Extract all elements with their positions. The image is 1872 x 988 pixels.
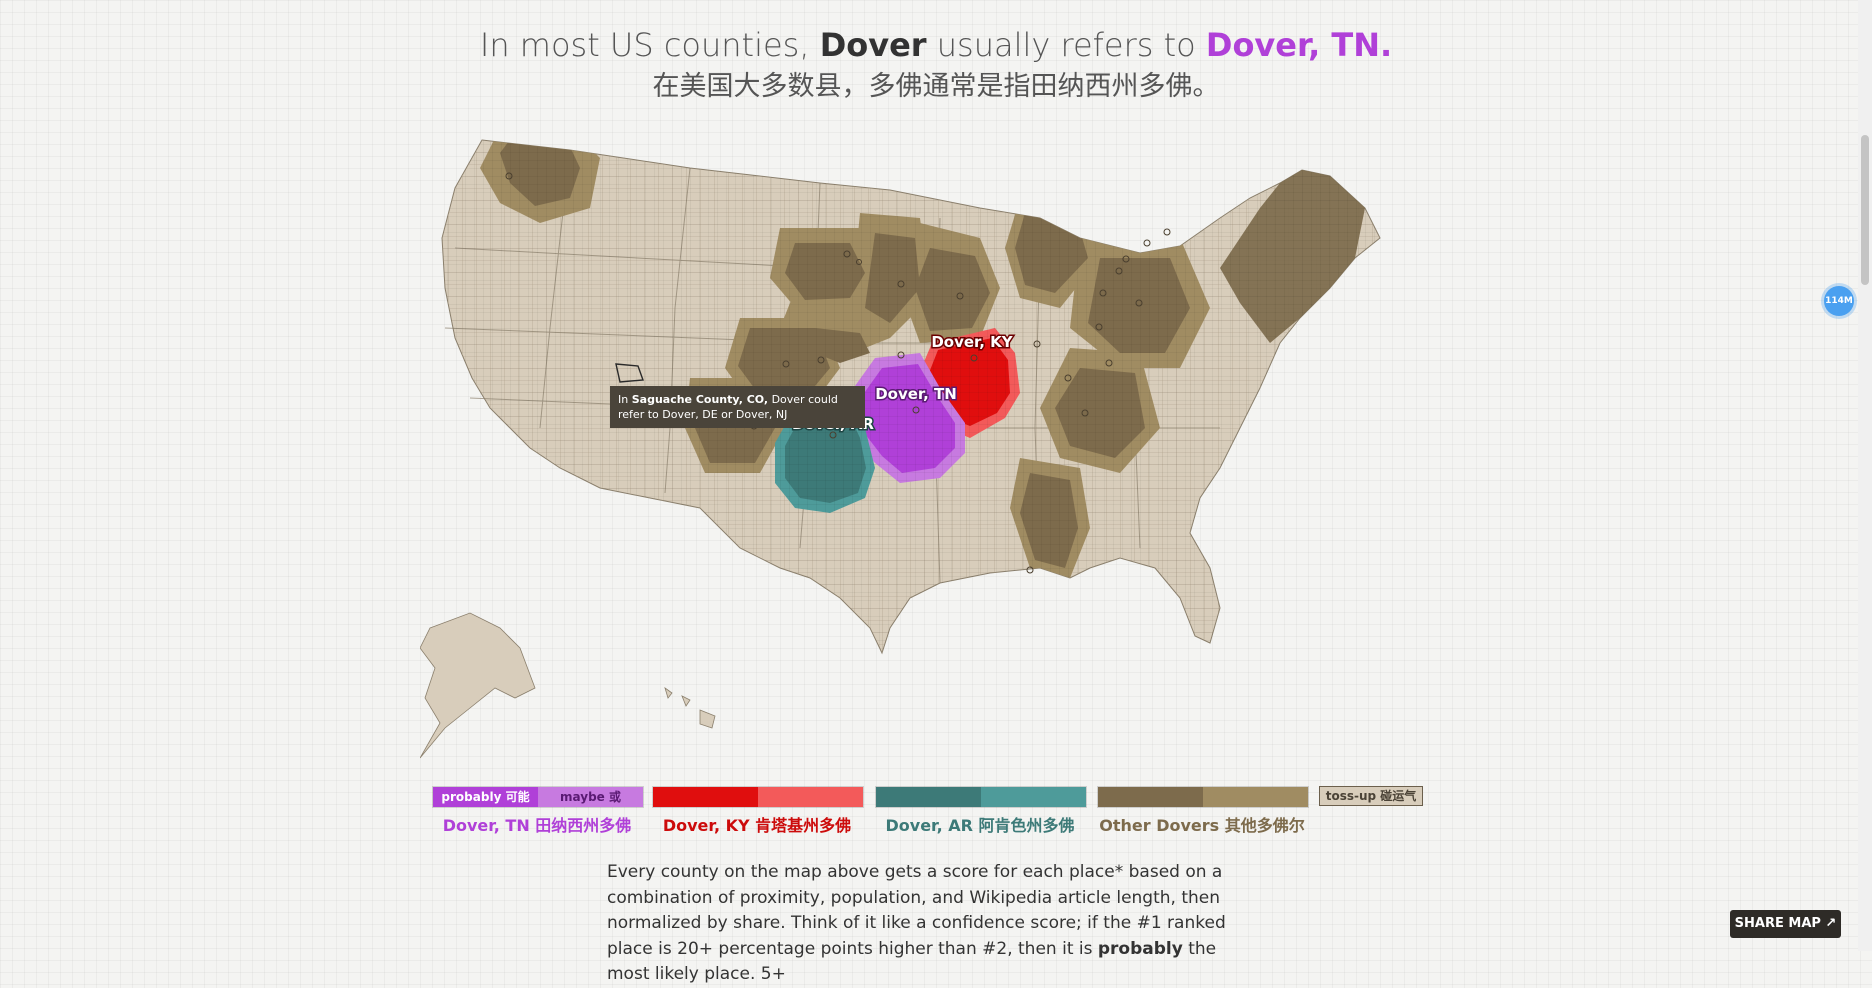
legend-other-probably [1098,787,1203,807]
legend-ky-label: Dover, KY 肯塔基州多佛 [662,816,852,835]
legend-dover-tn: probably 可能 maybe 或 Dover, TN 田纳西州多佛 [432,786,644,836]
northeast-others [1220,170,1365,343]
alaska [420,612,536,759]
headline-english: In most US counties, Dover usually refer… [0,22,1872,68]
legend-tossup: toss-up 碰运气 [1319,786,1423,806]
legend-other-label: Other Dovers 其他多佛尔 [1099,816,1305,835]
label-dover-ky: Dover, KY [931,333,1013,351]
dover-markers [505,172,1171,574]
tooltip-rest: Dover could refer to Dover, DE or Dover,… [618,393,838,421]
legend-dover-ar: Dover, AR 阿肯色州多佛 [875,786,1087,836]
dover-ar-region [775,400,875,513]
page-scrollbar[interactable] [1858,0,1872,951]
legend-ar-label: Dover, AR 阿肯色州多佛 [885,816,1075,835]
label-dover-tn: Dover, TN [875,385,957,403]
headline: In most US counties, Dover usually refer… [0,22,1872,106]
dover-tn-region [850,353,965,483]
headline-word: Dover [819,26,927,64]
headline-chinese: 在美国大多数县，多佛通常是指田纳西州多佛。 [652,71,1220,102]
memory-badge[interactable]: 114M [1824,286,1854,316]
us-county-map[interactable]: Dover, KY Dover, TN Dover, AR [420,128,1440,768]
county-tooltip: In Saguache County, CO, Dover could refe… [610,386,865,428]
scrollbar-thumb[interactable] [1861,135,1869,285]
legend-tn-probably: probably 可能 [433,787,538,807]
saguache-county-highlight[interactable] [615,363,644,383]
legend-other-maybe [1203,787,1308,807]
headline-place: Dover, TN. [1205,26,1393,64]
legend-other-dovers: Other Dovers 其他多佛尔 [1097,786,1309,836]
share-map-button[interactable]: SHARE MAP ↗ [1730,910,1841,938]
legend-tn-label: Dover, TN 田纳西州多佛 [442,816,632,835]
explanation-paragraph: Every county on the map above gets a sco… [607,860,1247,988]
hawaii [664,686,716,729]
legend-dover-ky: Dover, KY 肯塔基州多佛 [652,786,864,836]
legend-tn-maybe: maybe 或 [538,787,643,807]
body-text-bold: probably [1097,938,1183,959]
legend-ky-maybe [758,787,863,807]
legend-ar-maybe [981,787,1086,807]
headline-pre: In most US counties, [479,26,820,64]
legend-ky-probably [653,787,758,807]
headline-mid: usually refers to [926,26,1206,64]
legend-ar-probably [876,787,981,807]
tooltip-in: In [618,393,632,406]
tooltip-county: Saguache County, CO, [631,393,769,406]
